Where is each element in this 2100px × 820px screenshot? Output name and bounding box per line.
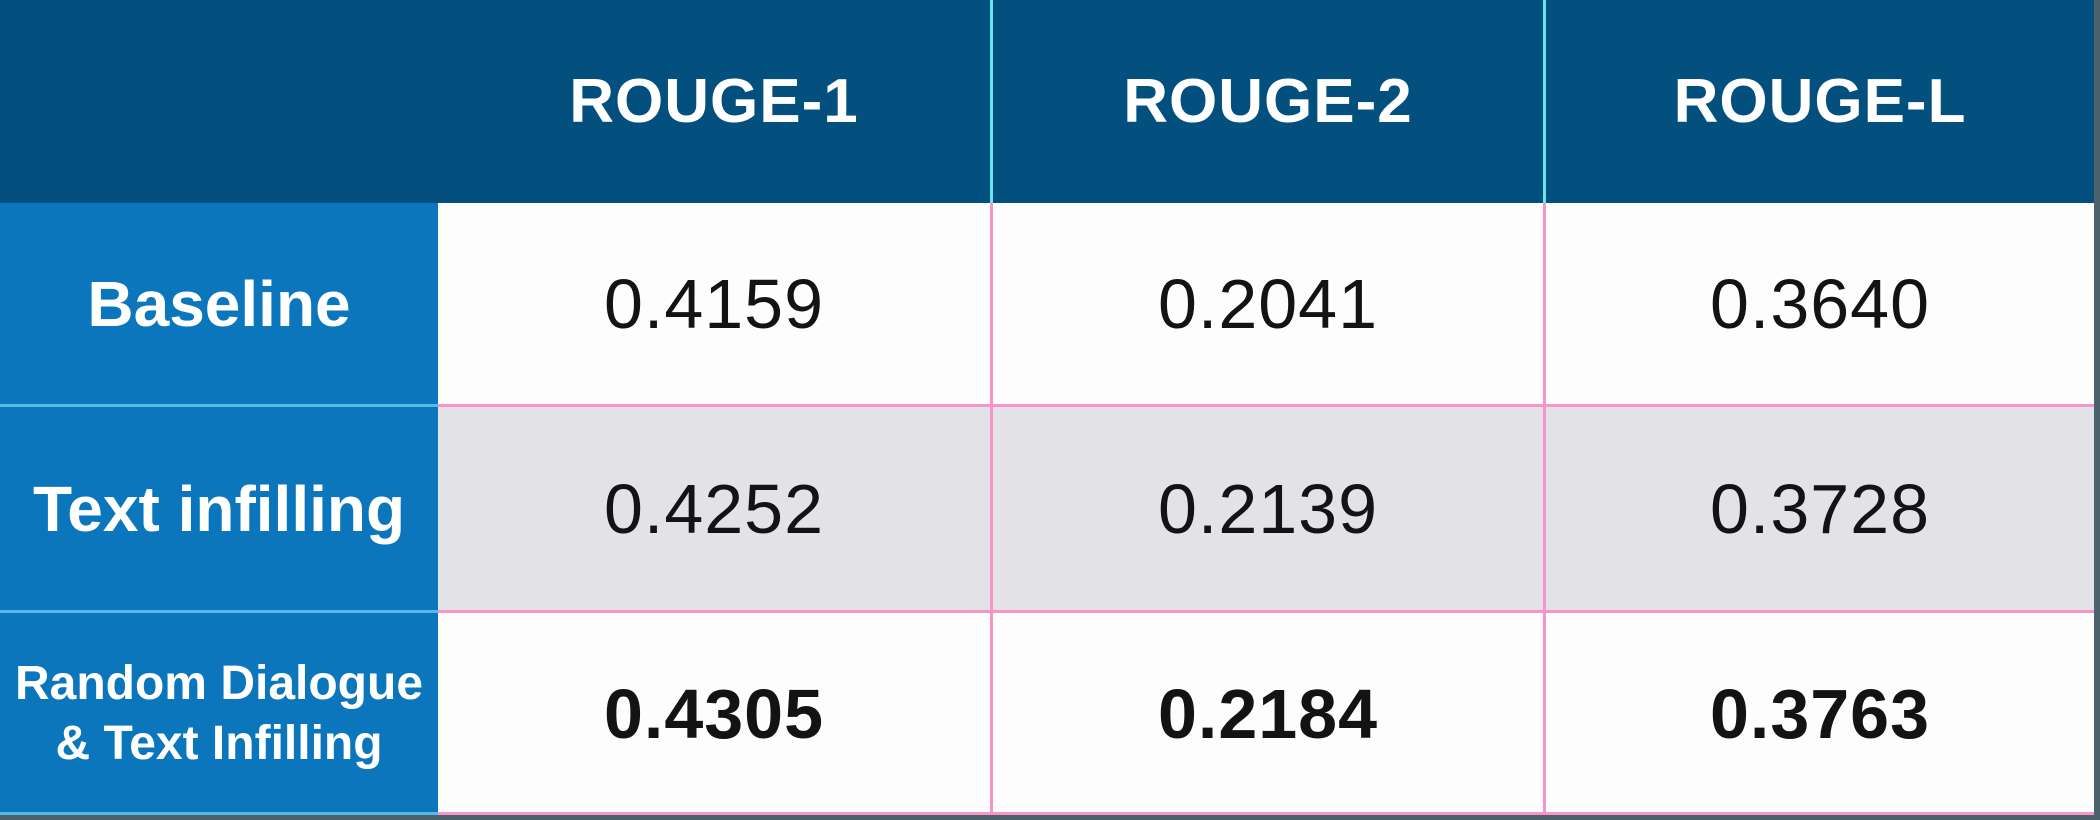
cell-value: 0.2041 xyxy=(1157,264,1379,343)
data-row-divider xyxy=(438,610,2094,613)
cell-random-dialogue-rouge-l: 0.3763 xyxy=(1546,613,2094,815)
row-label-random-dialogue-text-infilling: Random Dialogue & Text Infilling xyxy=(0,613,438,815)
row-label-text: Random Dialogue & Text Infilling xyxy=(15,654,423,774)
data-row-divider xyxy=(438,404,2094,407)
row-label-line-2: & Text Infilling xyxy=(55,717,383,770)
data-column-divider xyxy=(990,203,993,815)
cell-value-bold: 0.2184 xyxy=(1157,675,1379,753)
cell-baseline-rouge-l: 0.3640 xyxy=(1546,203,2094,404)
data-bottom-divider xyxy=(438,812,2094,815)
label-bottom-divider xyxy=(0,812,438,815)
column-header-text: ROUGE-2 xyxy=(1123,67,1413,136)
cell-text-infilling-rouge-l: 0.3728 xyxy=(1546,407,2094,610)
cell-value: 0.4159 xyxy=(603,264,825,343)
label-row-divider xyxy=(0,404,438,407)
cell-text-infilling-rouge-1: 0.4252 xyxy=(438,407,990,610)
table-header-row xyxy=(0,0,2094,203)
cell-baseline-rouge-1: 0.4159 xyxy=(438,203,990,404)
cell-baseline-rouge-2: 0.2041 xyxy=(993,203,1543,404)
row-label-baseline: Baseline xyxy=(0,203,438,404)
frame-bottom-edge xyxy=(0,815,2100,820)
alt-row-background xyxy=(438,407,2094,610)
frame-right-edge xyxy=(2094,0,2100,820)
row-label-text: Text infilling xyxy=(32,472,406,545)
header-column-divider xyxy=(990,0,993,203)
column-header-text: ROUGE-1 xyxy=(569,67,859,136)
data-column-divider xyxy=(1543,203,1546,815)
row-label-text-infilling: Text infilling xyxy=(0,407,438,610)
cell-value: 0.2139 xyxy=(1157,469,1379,548)
cell-value: 0.3728 xyxy=(1709,469,1931,548)
cell-random-dialogue-rouge-1: 0.4305 xyxy=(438,613,990,815)
cell-value-bold: 0.4305 xyxy=(603,675,825,753)
row-label-line-1: Random Dialogue xyxy=(14,657,424,710)
cell-random-dialogue-rouge-2: 0.2184 xyxy=(993,613,1543,815)
cell-value: 0.4252 xyxy=(603,469,825,548)
cell-value-bold: 0.3763 xyxy=(1709,675,1931,753)
header-column-divider xyxy=(1543,0,1546,203)
column-header-rouge-l: ROUGE-L xyxy=(1546,0,2094,203)
column-header-text: ROUGE-L xyxy=(1673,67,1967,136)
cell-text-infilling-rouge-2: 0.2139 xyxy=(993,407,1543,610)
row-label-text: Baseline xyxy=(87,267,351,340)
label-row-divider xyxy=(0,610,438,613)
column-header-rouge-1: ROUGE-1 xyxy=(438,0,990,203)
cell-value: 0.3640 xyxy=(1709,264,1931,343)
column-header-rouge-2: ROUGE-2 xyxy=(993,0,1543,203)
